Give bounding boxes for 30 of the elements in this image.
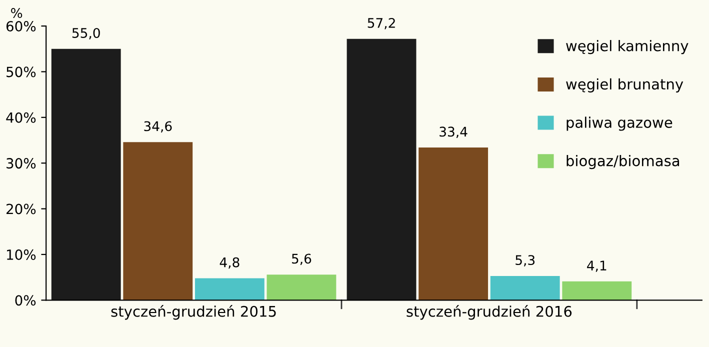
y-tick-label: 40% bbox=[6, 112, 36, 123]
legend-label: węgiel brunatny bbox=[566, 78, 684, 92]
data-label: 5,6 bbox=[292, 254, 312, 266]
bar bbox=[346, 38, 416, 300]
bar bbox=[418, 148, 488, 300]
data-label: 33,4 bbox=[440, 126, 468, 138]
data-label: 4,8 bbox=[220, 257, 240, 269]
data-label: 34,6 bbox=[144, 121, 172, 133]
bar bbox=[51, 48, 121, 300]
y-tick-label: 60% bbox=[6, 20, 36, 32]
y-tick-label: 20% bbox=[6, 204, 36, 214]
bar bbox=[266, 274, 336, 300]
x-tick-label: styczeń-grudzień 2015 bbox=[111, 305, 276, 320]
data-label: 57,2 bbox=[368, 18, 395, 30]
legend-label: węgiel kamienny bbox=[566, 40, 688, 54]
data-label: 55,0 bbox=[72, 28, 100, 40]
data-label: 4,1 bbox=[587, 260, 606, 272]
legend-label: paliwa gazowe bbox=[566, 116, 672, 131]
bar bbox=[123, 142, 193, 300]
x-tick-label: styczeń-grudzień 2016 bbox=[406, 305, 572, 320]
y-axis-title: % bbox=[11, 8, 22, 18]
legend-label: biogaz/biomasa bbox=[566, 155, 680, 170]
data-label: 5,3 bbox=[516, 255, 535, 266]
y-tick-label: 0% bbox=[15, 295, 36, 306]
y-tick-label: 30% bbox=[6, 158, 36, 169]
bar bbox=[490, 276, 560, 300]
y-tick-label: 50% bbox=[6, 66, 36, 78]
bar bbox=[562, 281, 632, 300]
y-tick-label: 10% bbox=[7, 249, 36, 260]
bar bbox=[194, 278, 264, 300]
